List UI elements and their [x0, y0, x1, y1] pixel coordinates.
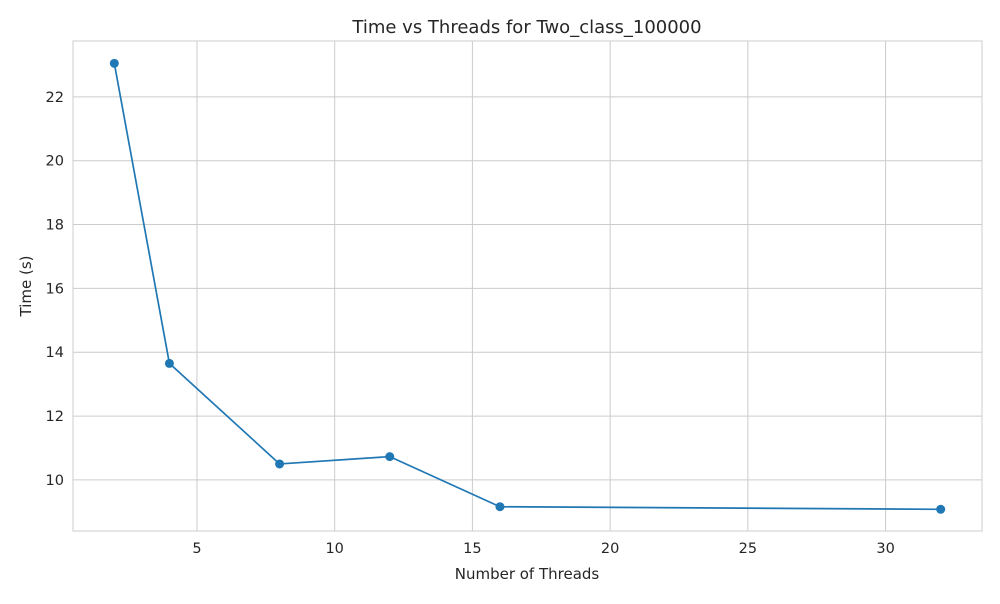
x-tick-label: 15 [463, 541, 481, 557]
chart-title: Time vs Threads for Two_class_100000 [351, 17, 701, 38]
data-point-marker [275, 459, 285, 469]
grid-lines [73, 41, 982, 531]
y-tick-label: 22 [46, 90, 64, 106]
data-series [109, 58, 946, 514]
data-point-marker [385, 452, 395, 462]
x-tick-label: 30 [876, 541, 894, 557]
y-tick-label: 16 [46, 281, 64, 297]
y-tick-label: 20 [46, 154, 64, 170]
y-tick-label: 12 [46, 409, 64, 425]
y-tick-label: 14 [46, 345, 64, 361]
data-point-marker [936, 504, 946, 514]
data-point-marker [495, 502, 505, 512]
plot-area-frame [72, 40, 983, 532]
series-line [113, 63, 941, 511]
data-point-marker [109, 58, 119, 68]
tick-labels: 5 10 15 20 25 30 10 12 14 16 18 20 22 [46, 90, 895, 557]
y-tick-label: 18 [46, 218, 64, 234]
y-tick-label: 10 [46, 473, 64, 489]
data-point-marker [164, 358, 174, 368]
y-axis-label: Time (s) [17, 256, 35, 318]
x-tick-label: 5 [192, 541, 201, 557]
x-tick-label: 20 [601, 541, 619, 557]
x-axis-label: Number of Threads [455, 565, 600, 583]
x-tick-label: 25 [739, 541, 757, 557]
x-tick-label: 10 [325, 541, 343, 557]
